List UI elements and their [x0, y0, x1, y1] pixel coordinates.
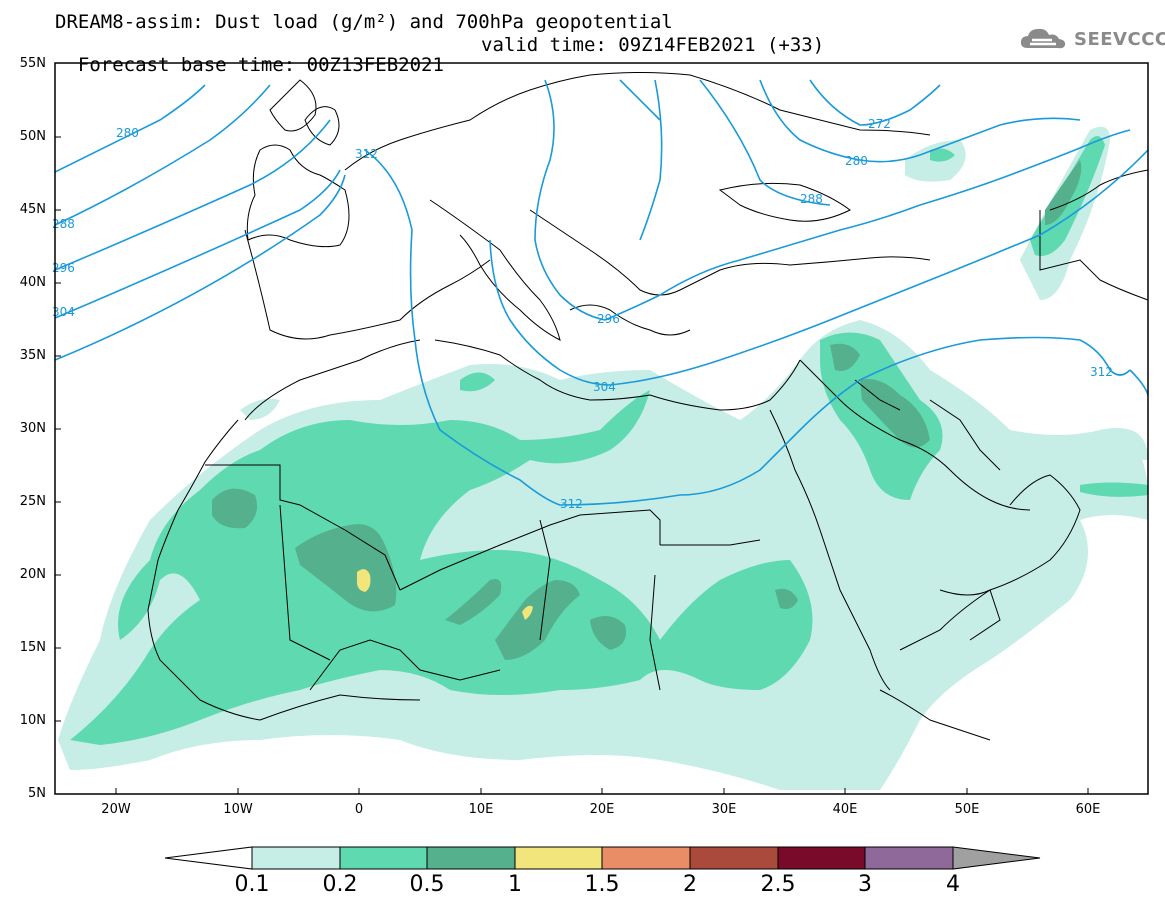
lat-label: 20N [19, 567, 46, 582]
lon-label: 60E [1075, 802, 1101, 817]
lat-label: 45N [19, 202, 46, 217]
contour-label: 304 [593, 380, 616, 394]
lat-label: 15N [19, 640, 46, 655]
colorbar-label: 0.5 [409, 872, 445, 897]
colorbar-swatch [601, 846, 691, 870]
forecast-times: Forecast base time: 00Z13FEB2021 valid t… [55, 35, 824, 95]
valid-time: valid time: 09Z14FEB2021 (+33) [481, 34, 825, 56]
colorbar-label: 0.1 [234, 872, 270, 897]
seevccc-logo: SEEVCCC [1018, 26, 1165, 52]
colorbar-swatch [339, 846, 428, 870]
colorbar-swatch [689, 846, 779, 870]
colorbar-over-arrow [952, 846, 1041, 870]
cloud-icon [1020, 28, 1066, 49]
colorbar-label: 2 [683, 872, 697, 897]
colorbar-swatch [777, 846, 866, 870]
contour-label: 296 [52, 261, 75, 275]
contour-labels: 280 288 296 304 312 272 280 288 296 304 … [52, 117, 1113, 511]
axis-ticks [55, 62, 1089, 794]
lon-label: 20W [101, 802, 131, 817]
lon-label: 10E [468, 802, 494, 817]
contour-label: 312 [355, 147, 378, 161]
colorbar-label: 1 [508, 872, 522, 897]
colorbar-swatch [514, 846, 603, 870]
contour-label: 304 [52, 305, 75, 319]
lat-label: 5N [28, 786, 46, 801]
lat-label: 10N [19, 713, 46, 728]
lat-label: 50N [19, 129, 46, 144]
contour-label: 280 [116, 126, 139, 140]
lat-label: 30N [19, 421, 46, 436]
geopotential-contours [55, 79, 1148, 506]
colorbar-label: 2.5 [760, 872, 796, 897]
colorbar-swatch [251, 846, 341, 870]
dust-field [58, 126, 1148, 790]
colorbar-swatch [426, 846, 516, 870]
contour-label: 280 [845, 154, 868, 168]
lon-label: 0 [354, 802, 364, 817]
lon-label: 40E [832, 802, 858, 817]
contour-label: 272 [868, 117, 891, 131]
lat-label: 35N [19, 348, 46, 363]
colorbar-label: 4 [946, 872, 960, 897]
lon-label: 50E [954, 802, 980, 817]
colorbar [164, 846, 1041, 870]
contour-label: 312 [1090, 365, 1113, 379]
lon-label: 10W [223, 802, 253, 817]
colorbar-swatch [864, 846, 954, 870]
colorbar-label: 0.2 [322, 872, 358, 897]
map-title: DREAM8-assim: Dust load (g/m²) and 700hP… [55, 11, 673, 33]
base-time: Forecast base time: 00Z13FEB2021 [77, 54, 444, 76]
lat-label: 25N [19, 494, 46, 509]
dust-level-1 [356, 569, 533, 620]
contour-label: 288 [800, 192, 823, 206]
coastlines [147, 72, 1148, 741]
contour-label: 296 [597, 312, 620, 326]
contour-label: 312 [560, 497, 583, 511]
colorbar-label: 1.5 [584, 872, 620, 897]
lon-label: 30E [711, 802, 737, 817]
contour-label: 288 [52, 217, 75, 231]
lat-label: 40N [19, 275, 46, 290]
logo-text: SEEVCCC [1074, 28, 1165, 50]
lat-label: 55N [19, 56, 46, 71]
colorbar-label: 3 [858, 872, 872, 897]
lon-label: 20E [589, 802, 615, 817]
colorbar-under-arrow [164, 846, 253, 870]
